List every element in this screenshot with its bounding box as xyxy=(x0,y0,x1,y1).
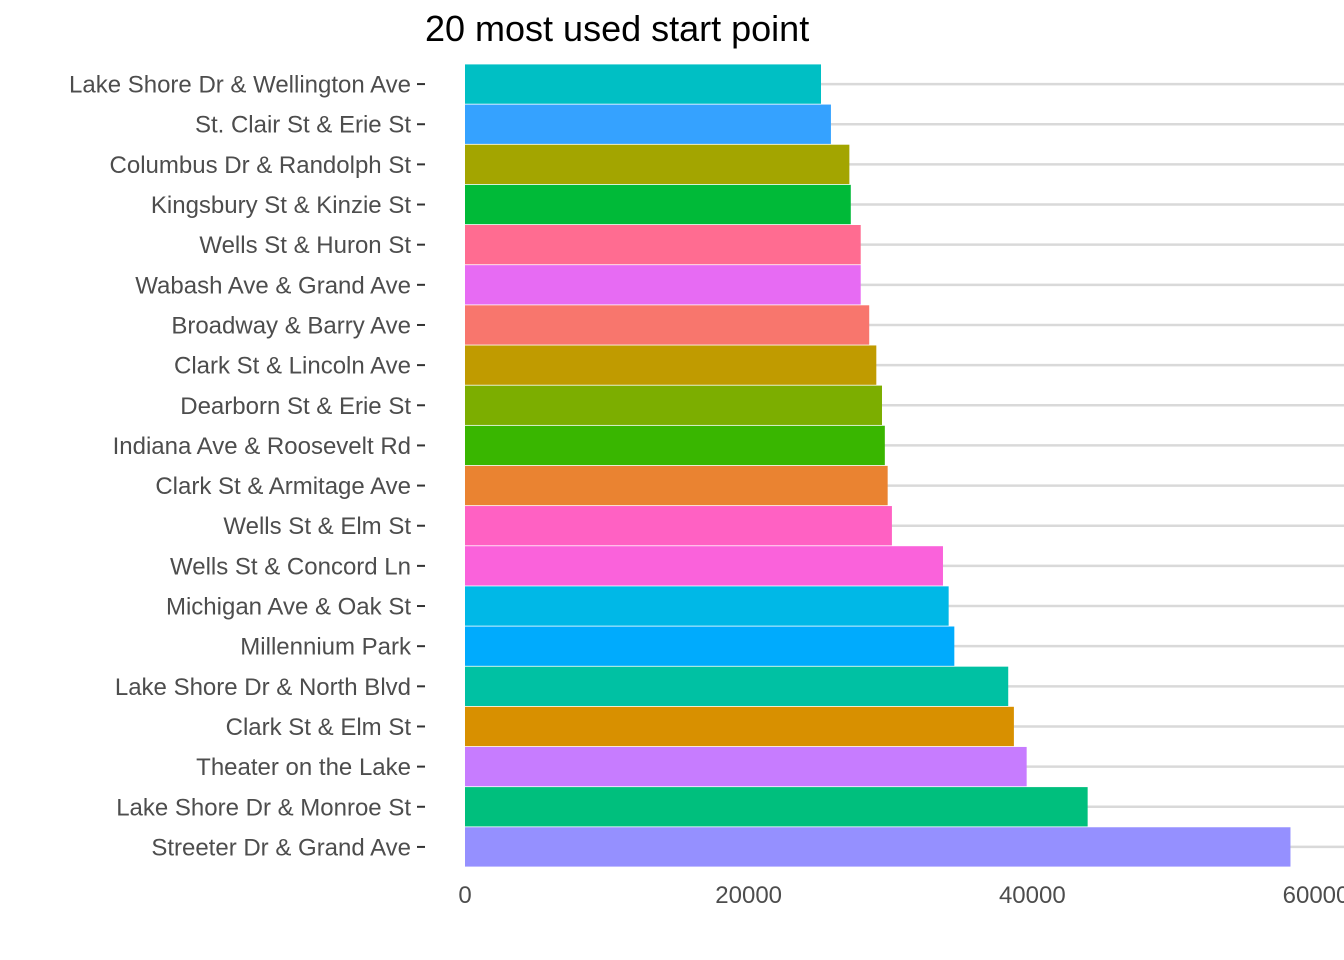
bar xyxy=(465,385,882,425)
bar xyxy=(465,144,850,185)
y-tick-label: Millennium Park xyxy=(240,634,412,661)
bar xyxy=(465,425,885,466)
chart-title: 20 most used start point xyxy=(425,8,810,49)
y-tick-label: Wabash Ave & Grand Ave xyxy=(135,272,411,299)
y-tick-label: Lake Shore Dr & Wellington Ave xyxy=(69,72,411,99)
bar xyxy=(465,626,955,666)
bar xyxy=(465,506,892,546)
bar xyxy=(465,465,888,506)
y-tick-label: Columbus Dr & Randolph St xyxy=(110,152,412,179)
x-tick-label: 20000 xyxy=(715,882,782,909)
bar xyxy=(465,546,943,586)
bar xyxy=(465,225,861,265)
y-tick-label: Indiana Ave & Roosevelt Rd xyxy=(113,433,411,460)
x-axis: 0 20000 40000 60000 xyxy=(458,882,1344,909)
bar xyxy=(465,345,877,385)
x-tick-label: 0 xyxy=(458,882,471,909)
x-tick-label: 60000 xyxy=(1283,882,1344,909)
y-tick-label: Wells St & Huron St xyxy=(199,232,411,259)
bar xyxy=(465,64,822,104)
y-tick-label: Kingsbury St & Kinzie St xyxy=(151,192,411,219)
bar xyxy=(465,586,949,626)
y-tick-label: Clark St & Lincoln Ave xyxy=(174,353,411,380)
y-tick-label: Clark St & Elm St xyxy=(226,714,412,741)
y-tick-label: Wells St & Concord Ln xyxy=(170,553,411,580)
y-tick-label: Theater on the Lake xyxy=(196,754,411,781)
y-axis: Lake Shore Dr & Wellington Ave St. Clair … xyxy=(69,72,425,861)
y-tick-label: St. Clair St & Erie St xyxy=(195,112,411,139)
bar xyxy=(465,305,870,345)
y-tick-label: Lake Shore Dr & Monroe St xyxy=(116,794,411,821)
y-tick-label: Wells St & Elm St xyxy=(223,513,411,540)
y-tick-label: Lake Shore Dr & North Blvd xyxy=(115,674,411,701)
x-tick-label: 40000 xyxy=(999,882,1066,909)
bar xyxy=(465,184,851,225)
y-tick-label: Dearborn St & Erie St xyxy=(180,393,411,420)
y-tick-label: Clark St & Armitage Ave xyxy=(155,473,411,500)
bar xyxy=(465,787,1088,827)
bar xyxy=(465,706,1014,747)
bar xyxy=(465,746,1027,787)
y-tick-label: Broadway & Barry Ave xyxy=(171,312,411,339)
y-tick-label: Streeter Dr & Grand Ave xyxy=(151,834,411,861)
y-tick-label: Michigan Ave & Oak St xyxy=(166,594,411,621)
bar xyxy=(465,265,861,305)
bar xyxy=(465,666,1009,706)
bar xyxy=(465,827,1291,867)
bar xyxy=(465,104,831,144)
bars xyxy=(465,64,1291,867)
